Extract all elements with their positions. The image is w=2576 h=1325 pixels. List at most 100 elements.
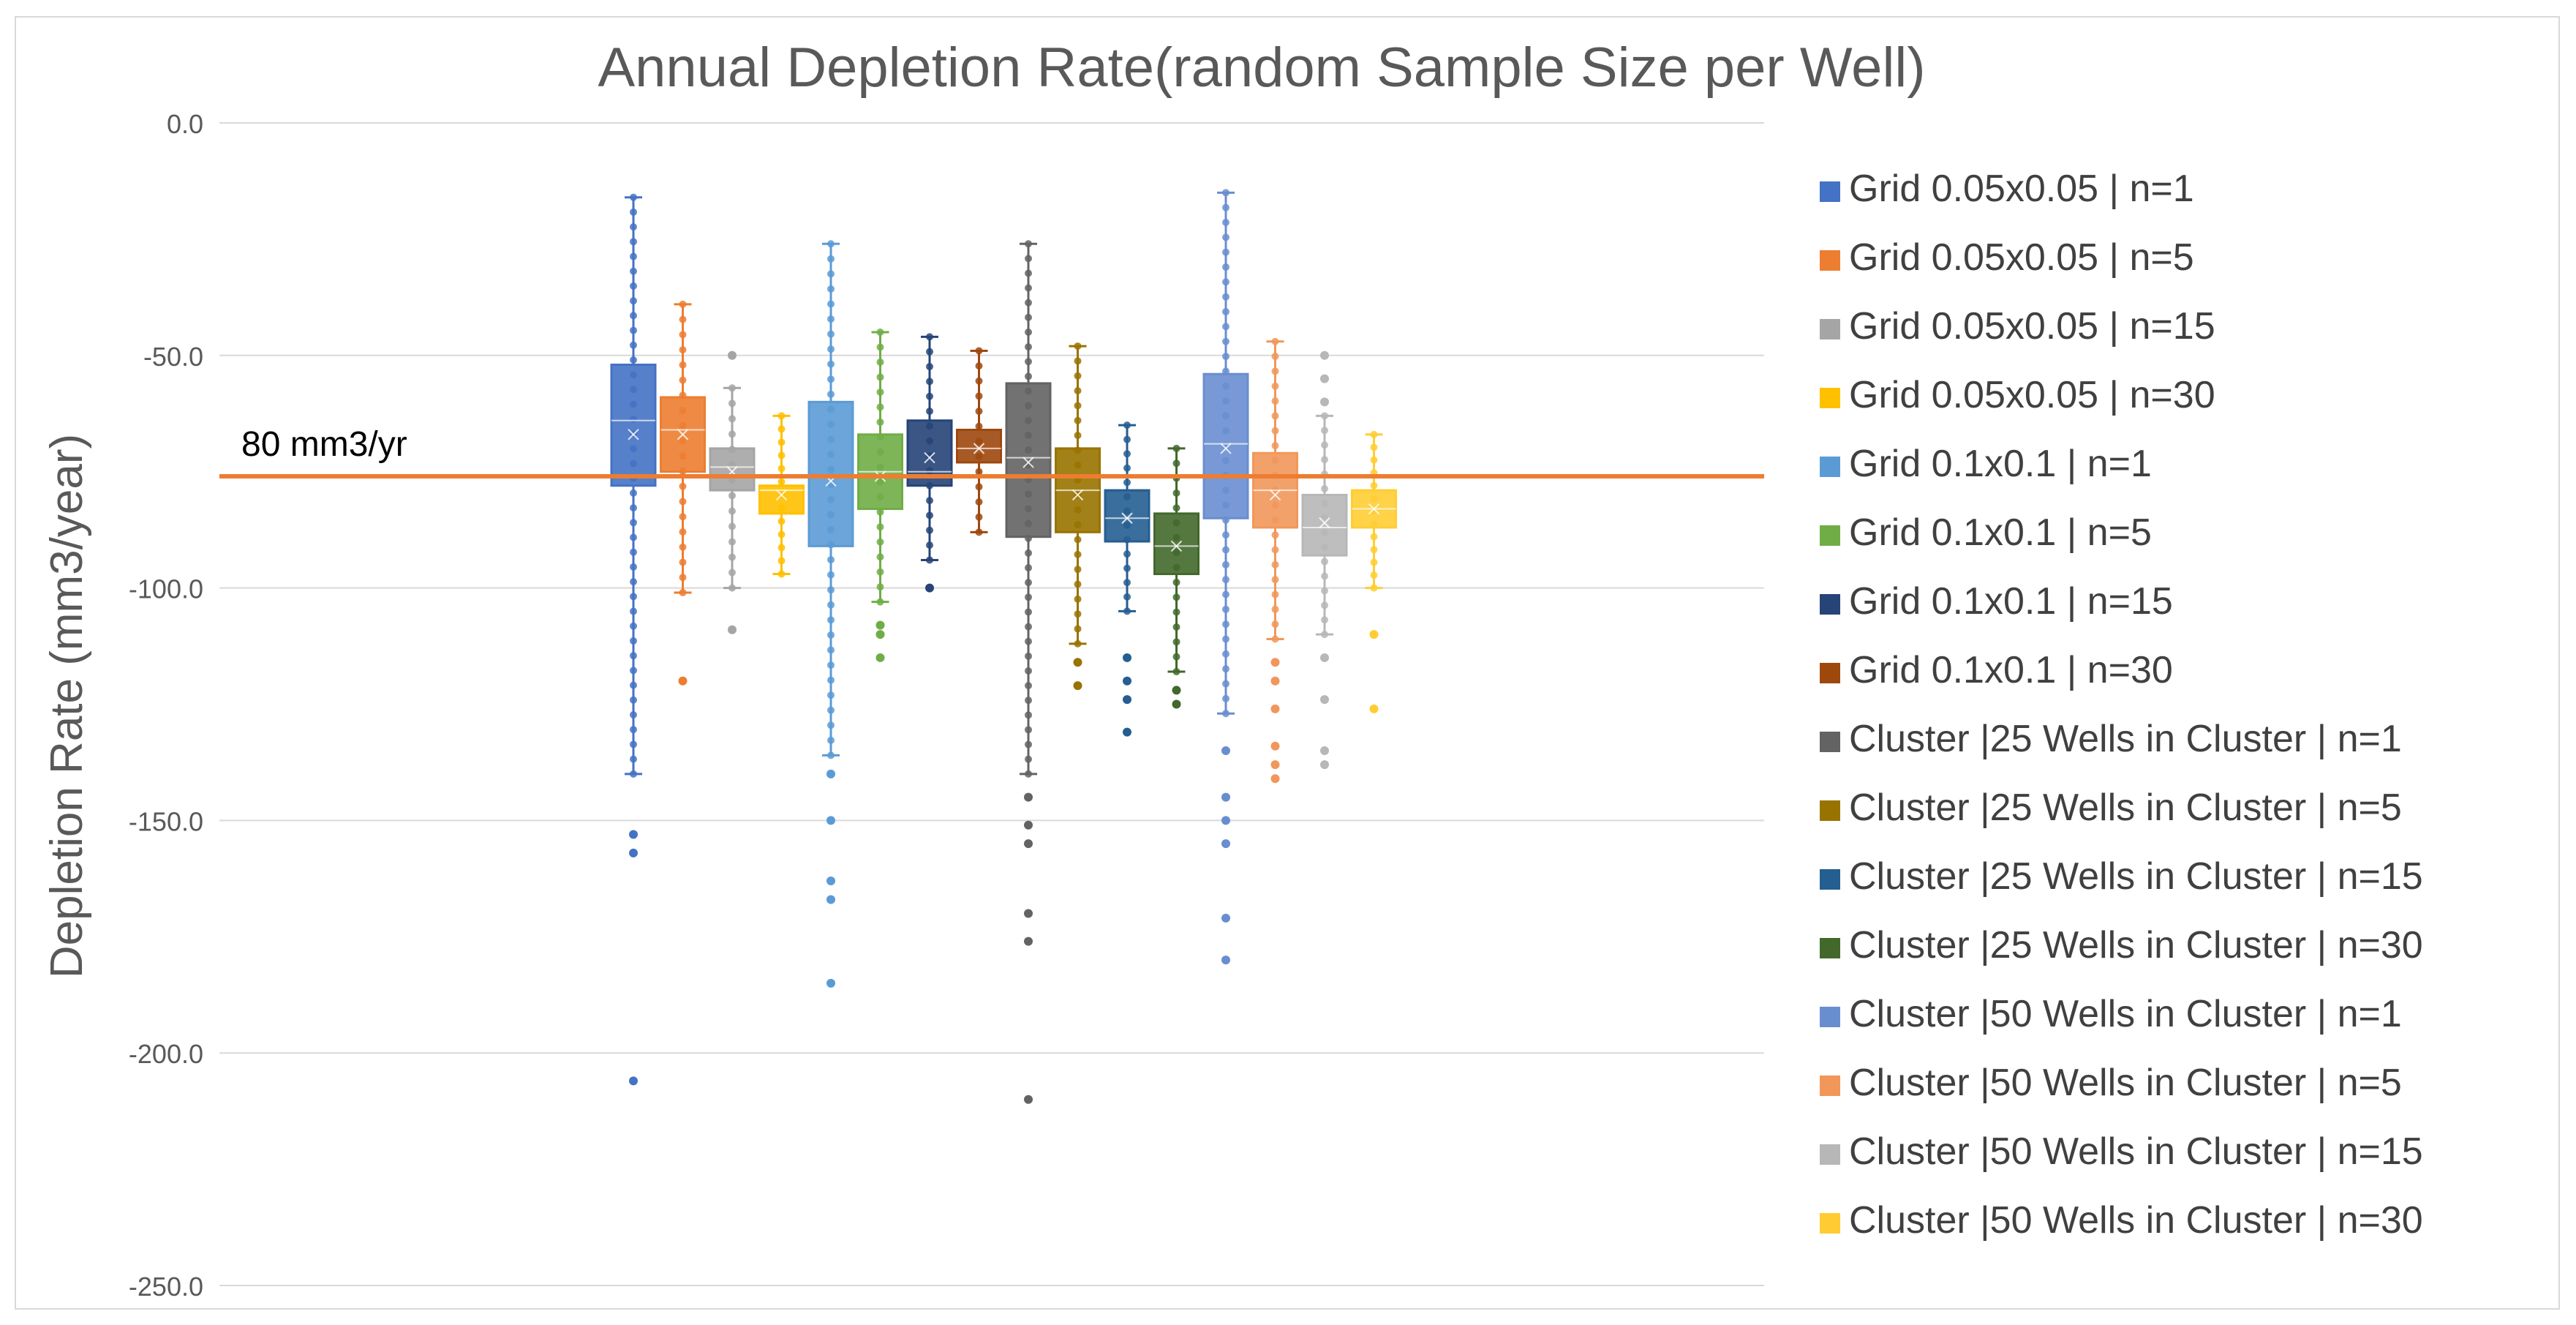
data-point: [1271, 546, 1279, 554]
data-point: [1074, 625, 1082, 633]
data-point: [630, 637, 637, 645]
data-point: [728, 384, 736, 392]
data-point: [679, 498, 687, 506]
data-point: [1172, 638, 1180, 646]
outlier-point: [1123, 695, 1131, 705]
legend-item: Cluster |25 Wells in Cluster | n=5: [1820, 787, 2402, 829]
data-point: [1074, 402, 1082, 410]
data-point: [1271, 442, 1279, 450]
y-tick-label: 0.0: [167, 109, 203, 139]
legend-item: Grid 0.1x0.1 | n=1: [1820, 443, 2152, 485]
data-point: [728, 430, 736, 438]
data-point: [1271, 620, 1279, 628]
outlier-point: [1024, 839, 1033, 849]
data-point: [728, 584, 736, 592]
box: [1202, 372, 1249, 519]
data-point: [1025, 652, 1032, 660]
data-point: [1025, 711, 1032, 719]
outlier-point: [1320, 374, 1329, 383]
data-point: [926, 363, 933, 371]
outlier-point: [1221, 792, 1230, 802]
outlier-point: [1320, 760, 1329, 770]
data-point: [1074, 432, 1082, 440]
data-point: [1025, 770, 1032, 778]
legend-label: Grid 0.05x0.05 | n=5: [1849, 236, 2194, 279]
data-point: [728, 568, 736, 577]
data-point: [777, 438, 786, 446]
data-point: [1025, 372, 1032, 380]
legend-swatch: [1820, 319, 1840, 339]
data-point: [1222, 605, 1229, 613]
data-point: [1321, 631, 1328, 639]
data-point: [827, 676, 835, 684]
data-point: [630, 681, 637, 689]
legend-swatch: [1820, 1213, 1840, 1234]
outlier-point: [1270, 760, 1280, 770]
data-point: [876, 538, 884, 546]
data-point: [876, 329, 884, 337]
data-point: [1370, 584, 1378, 592]
data-point: [1370, 546, 1378, 554]
data-point: [630, 208, 637, 216]
outlier-point: [1073, 681, 1082, 691]
data-point: [1222, 680, 1229, 688]
data-point: [926, 333, 933, 341]
outlier-point: [826, 978, 835, 988]
outlier-point: [1270, 676, 1280, 686]
legend-label: Cluster |50 Wells in Cluster | n=15: [1849, 1130, 2423, 1173]
data-point: [975, 377, 983, 385]
data-point: [1074, 595, 1082, 603]
data-point: [1025, 697, 1032, 705]
data-point: [1271, 576, 1279, 584]
outlier-point: [1320, 397, 1329, 407]
data-point: [630, 312, 637, 320]
data-point: [1025, 637, 1032, 645]
data-point: [1370, 456, 1378, 464]
data-point: [777, 478, 786, 486]
legend-label: Grid 0.05x0.05 | n=15: [1849, 305, 2215, 348]
outlier-point: [1024, 909, 1033, 918]
data-point: [1025, 740, 1032, 748]
data-point: [1222, 278, 1229, 286]
legend-item: Cluster |50 Wells in Cluster | n=15: [1820, 1130, 2423, 1173]
data-point: [1172, 459, 1180, 468]
outlier-point: [629, 1076, 638, 1086]
data-point: [926, 392, 933, 400]
y-axis-label: Depletion Rate (mm3/year): [42, 434, 92, 978]
data-point: [728, 522, 736, 530]
box: [1005, 382, 1052, 538]
mean-marker: [628, 429, 639, 440]
data-point: [1123, 435, 1131, 443]
data-point: [728, 415, 736, 423]
legend-swatch: [1820, 938, 1840, 958]
data-point: [975, 422, 983, 430]
legend-label: Cluster |50 Wells in Cluster | n=5: [1849, 1062, 2402, 1104]
data-point: [630, 341, 637, 349]
data-point: [1025, 284, 1032, 292]
box-series-item: [758, 412, 805, 578]
data-point: [679, 588, 687, 596]
data-point: [975, 408, 983, 416]
box-series-item: [1055, 342, 1101, 691]
data-point: [630, 297, 637, 305]
legend-label: Cluster |25 Wells in Cluster | n=15: [1849, 855, 2423, 898]
data-point: [630, 696, 637, 704]
data-point: [679, 315, 687, 323]
outlier-point: [826, 895, 835, 904]
data-point: [1123, 421, 1131, 429]
outlier-point: [678, 676, 688, 686]
data-point: [1074, 536, 1082, 544]
legend-label: Cluster |25 Wells in Cluster | n=5: [1849, 787, 2402, 829]
outlier-point: [1221, 816, 1230, 825]
data-point: [1271, 605, 1279, 613]
legend-swatch: [1820, 800, 1840, 821]
outlier-point: [1320, 653, 1329, 662]
outlier-point: [1369, 630, 1379, 639]
data-point: [876, 343, 884, 351]
outlier-point: [629, 830, 638, 839]
box: [1153, 512, 1200, 576]
data-point: [777, 425, 786, 433]
outlier-point: [1221, 839, 1230, 849]
data-point: [1271, 635, 1279, 643]
